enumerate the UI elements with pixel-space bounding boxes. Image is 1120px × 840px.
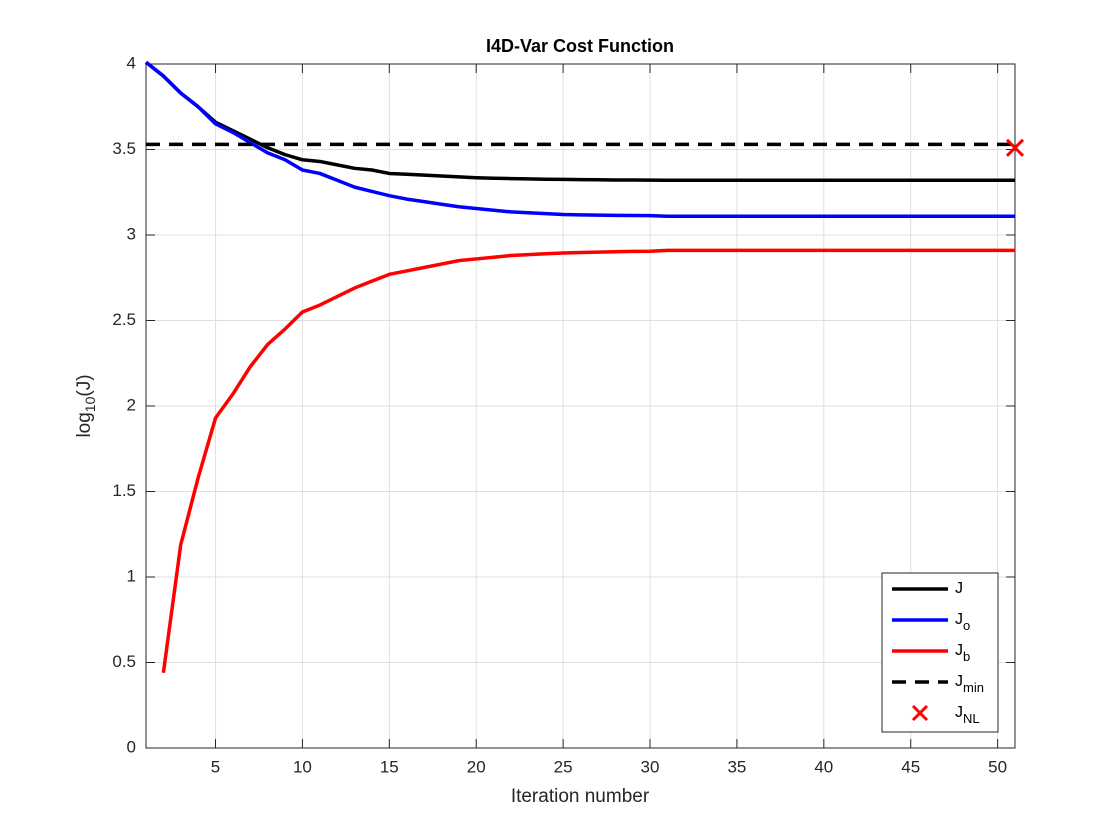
series-line <box>144 60 1015 218</box>
y-tick-label: 4 <box>127 53 136 72</box>
legend-name: J <box>955 580 963 597</box>
x-tick-label: 10 <box>293 757 312 776</box>
x-tick-label: 35 <box>727 757 746 776</box>
axes-box <box>145 63 1016 749</box>
y-tick-label: 0.5 <box>112 652 136 671</box>
legend-marker <box>911 704 929 722</box>
series-line <box>161 248 1015 673</box>
y-tick-label: 1.5 <box>112 481 136 500</box>
y-tick-label: 3.5 <box>112 139 136 158</box>
legend-label: Jb <box>955 642 970 664</box>
legend-label: J <box>955 580 963 597</box>
legend-label: Jmin <box>955 673 984 695</box>
x-tick-label: 50 <box>988 757 1007 776</box>
legend-name: J <box>955 704 963 721</box>
legend-subscript: o <box>963 618 970 633</box>
legend-subscript: min <box>963 680 984 695</box>
x-tick-label: 20 <box>467 757 486 776</box>
y-label-part: (J) <box>74 374 95 396</box>
x-tick-label: 30 <box>641 757 660 776</box>
y-label-part: log <box>74 412 95 437</box>
x-tick-label: 45 <box>901 757 920 776</box>
x-tick-label: 5 <box>211 757 220 776</box>
x-tick-label: 25 <box>554 757 573 776</box>
y-tick-label: 0 <box>127 737 136 756</box>
legend-label: JNL <box>955 704 980 726</box>
legend-subscript: NL <box>963 711 980 726</box>
legend-subscript: b <box>963 649 970 664</box>
y-tick-label: 3 <box>127 224 136 243</box>
y-tick-label: 1 <box>127 566 136 585</box>
legend-name: J <box>955 642 963 659</box>
legend-name: J <box>955 611 963 628</box>
y-tick-label: 2.5 <box>112 310 136 329</box>
x-axis-label: Iteration number <box>511 786 650 807</box>
chart-title: I4D-Var Cost Function <box>486 36 674 56</box>
y-axis-label: log10(J) <box>74 374 98 437</box>
legend-name: J <box>955 673 963 690</box>
x-tick-label: 15 <box>380 757 399 776</box>
y-tick-label: 2 <box>127 395 136 414</box>
series-line <box>144 60 1015 183</box>
x-tick-label: 40 <box>814 757 833 776</box>
marker <box>1005 138 1025 157</box>
legend-label: Jo <box>955 611 970 633</box>
y-label-sub: 10 <box>82 396 98 412</box>
